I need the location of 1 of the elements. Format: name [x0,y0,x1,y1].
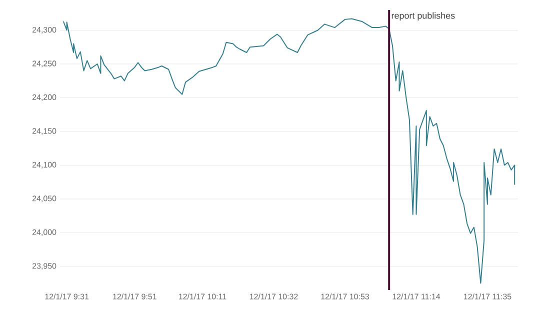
ref-line-label: report publishes [392,12,455,21]
